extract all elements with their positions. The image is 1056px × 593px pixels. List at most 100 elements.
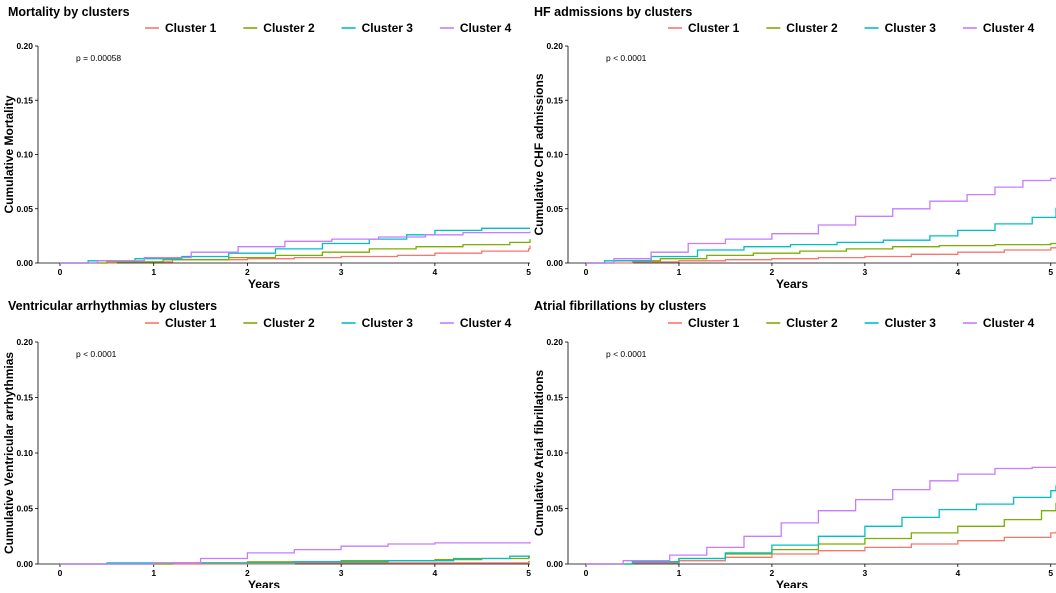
x-tick-label: 4 — [955, 568, 960, 578]
series-line-cluster-3 — [586, 207, 1056, 264]
x-tick-label: 0 — [58, 568, 63, 578]
legend-item-cluster-4: Cluster 4 — [962, 316, 1035, 330]
chart-panel-1: Mortality by clusters Cluster 1 Cluster 2 C… — [2, 5, 531, 291]
x-tick-label: 2 — [245, 267, 250, 277]
legend-item-cluster-1: Cluster 1 — [145, 316, 217, 330]
series-line-cluster-3 — [60, 555, 530, 565]
x-tick-label: 4 — [432, 267, 437, 277]
y-tick-label: 0.15 — [546, 95, 563, 105]
legend-item-cluster-2: Cluster 2 — [766, 316, 838, 330]
legend-item-cluster-3: Cluster 3 — [864, 316, 937, 330]
series-line-cluster-3 — [60, 227, 530, 264]
x-tick-label: 3 — [339, 267, 344, 277]
y-tick-label: 0.10 — [16, 448, 33, 458]
series-line-cluster-2 — [586, 502, 1056, 565]
series-line-cluster-1 — [60, 561, 530, 565]
series-line-cluster-2 — [60, 239, 531, 264]
legend-label: Cluster 3 — [885, 21, 937, 35]
x-axis-title: Years — [248, 277, 280, 291]
y-tick-label: 0.05 — [546, 504, 563, 514]
legend-label: Cluster 1 — [688, 316, 740, 330]
legend-label: Cluster 3 — [885, 316, 937, 330]
y-axis-title: Cumulative Atrial fibrillations — [532, 370, 546, 537]
legend-item-cluster-4: Cluster 4 — [439, 316, 512, 330]
y-tick-label: 0.10 — [16, 150, 33, 160]
y-tick-label: 0.20 — [546, 337, 563, 347]
y-tick-label: 0.15 — [546, 393, 563, 403]
x-tick-label: 2 — [770, 267, 775, 277]
series-line-cluster-3 — [586, 485, 1056, 565]
chart-title: Mortality by clusters — [8, 5, 130, 19]
y-tick-label: 0.20 — [16, 337, 33, 347]
y-tick-label: 0.05 — [546, 204, 563, 214]
p-value-label: p < 0.0001 — [606, 53, 647, 63]
legend-label: Cluster 2 — [263, 21, 315, 35]
y-tick-label: 0.10 — [546, 150, 563, 160]
series-line-cluster-4 — [60, 541, 531, 565]
legend-item-cluster-1: Cluster 1 — [668, 316, 740, 330]
legend-item-cluster-4: Cluster 4 — [439, 21, 512, 35]
x-tick-label: 3 — [339, 568, 344, 578]
legend-label: Cluster 4 — [460, 21, 512, 35]
x-tick-label: 0 — [584, 568, 589, 578]
chart-panel-4: Atrial fibrillations by clusters Cluster … — [532, 299, 1056, 592]
legend-label: Cluster 1 — [688, 21, 740, 35]
p-value-label: p = 0.00058 — [76, 53, 121, 63]
y-tick-label: 0.05 — [16, 504, 33, 514]
x-tick-label: 0 — [584, 267, 589, 277]
x-tick-label: 1 — [677, 267, 682, 277]
y-tick-label: 0.15 — [16, 393, 33, 403]
y-axis-title: Cumulative Ventricular arrhythmias — [2, 352, 16, 554]
x-tick-label: 3 — [862, 568, 867, 578]
legend-item-cluster-4: Cluster 4 — [962, 21, 1035, 35]
series-line-cluster-1 — [586, 246, 1056, 264]
x-tick-label: 5 — [526, 568, 531, 578]
x-axis-title: Years — [776, 578, 808, 588]
y-tick-label: 0.00 — [16, 258, 33, 268]
legend-label: Cluster 4 — [983, 316, 1035, 330]
x-axis-title: Years — [248, 578, 280, 588]
chart-title: HF admissions by clusters — [534, 5, 692, 19]
y-tick-label: 0.20 — [16, 41, 33, 51]
x-tick-label: 4 — [432, 568, 437, 578]
y-axis-title: Cumulative Mortality — [2, 95, 16, 213]
y-tick-label: 0.05 — [16, 204, 33, 214]
y-tick-label: 0.00 — [546, 559, 563, 569]
y-tick-label: 0.20 — [546, 41, 563, 51]
x-tick-label: 1 — [151, 267, 156, 277]
legend-label: Cluster 1 — [165, 21, 217, 35]
chart-panel-2: HF admissions by clusters Cluster 1 Cluste… — [532, 5, 1056, 291]
legend-item-cluster-1: Cluster 1 — [668, 21, 740, 35]
x-tick-label: 2 — [245, 568, 250, 578]
legend-item-cluster-1: Cluster 1 — [145, 21, 217, 35]
legend-item-cluster-3: Cluster 3 — [341, 316, 414, 330]
x-tick-label: 1 — [151, 568, 156, 578]
legend-label: Cluster 3 — [362, 316, 414, 330]
y-tick-label: 0.00 — [546, 258, 563, 268]
legend-label: Cluster 4 — [460, 316, 512, 330]
legend-label: Cluster 1 — [165, 316, 217, 330]
legend-item-cluster-2: Cluster 2 — [243, 316, 315, 330]
x-tick-label: 5 — [1048, 568, 1053, 578]
legend-label: Cluster 2 — [263, 316, 315, 330]
p-value-label: p < 0.0001 — [606, 349, 647, 359]
x-tick-label: 5 — [526, 267, 531, 277]
legend-label: Cluster 4 — [983, 21, 1035, 35]
series-line-cluster-4 — [586, 177, 1056, 264]
chart-title: Atrial fibrillations by clusters — [534, 299, 706, 313]
chart-panel-3: Ventricular arrhythmias by clusters Clust… — [2, 299, 531, 592]
legend-item-cluster-2: Cluster 2 — [243, 21, 315, 35]
series-line-cluster-4 — [60, 231, 531, 264]
legend-item-cluster-3: Cluster 3 — [341, 21, 414, 35]
legend-item-cluster-2: Cluster 2 — [766, 21, 838, 35]
legend-label: Cluster 2 — [786, 316, 838, 330]
legend-item-cluster-3: Cluster 3 — [864, 21, 937, 35]
series-line-cluster-1 — [60, 245, 531, 264]
legend-label: Cluster 3 — [362, 21, 414, 35]
x-axis-title: Years — [776, 277, 808, 291]
x-tick-label: 2 — [770, 568, 775, 578]
p-value-label: p < 0.0001 — [76, 349, 117, 359]
x-tick-label: 3 — [862, 267, 867, 277]
